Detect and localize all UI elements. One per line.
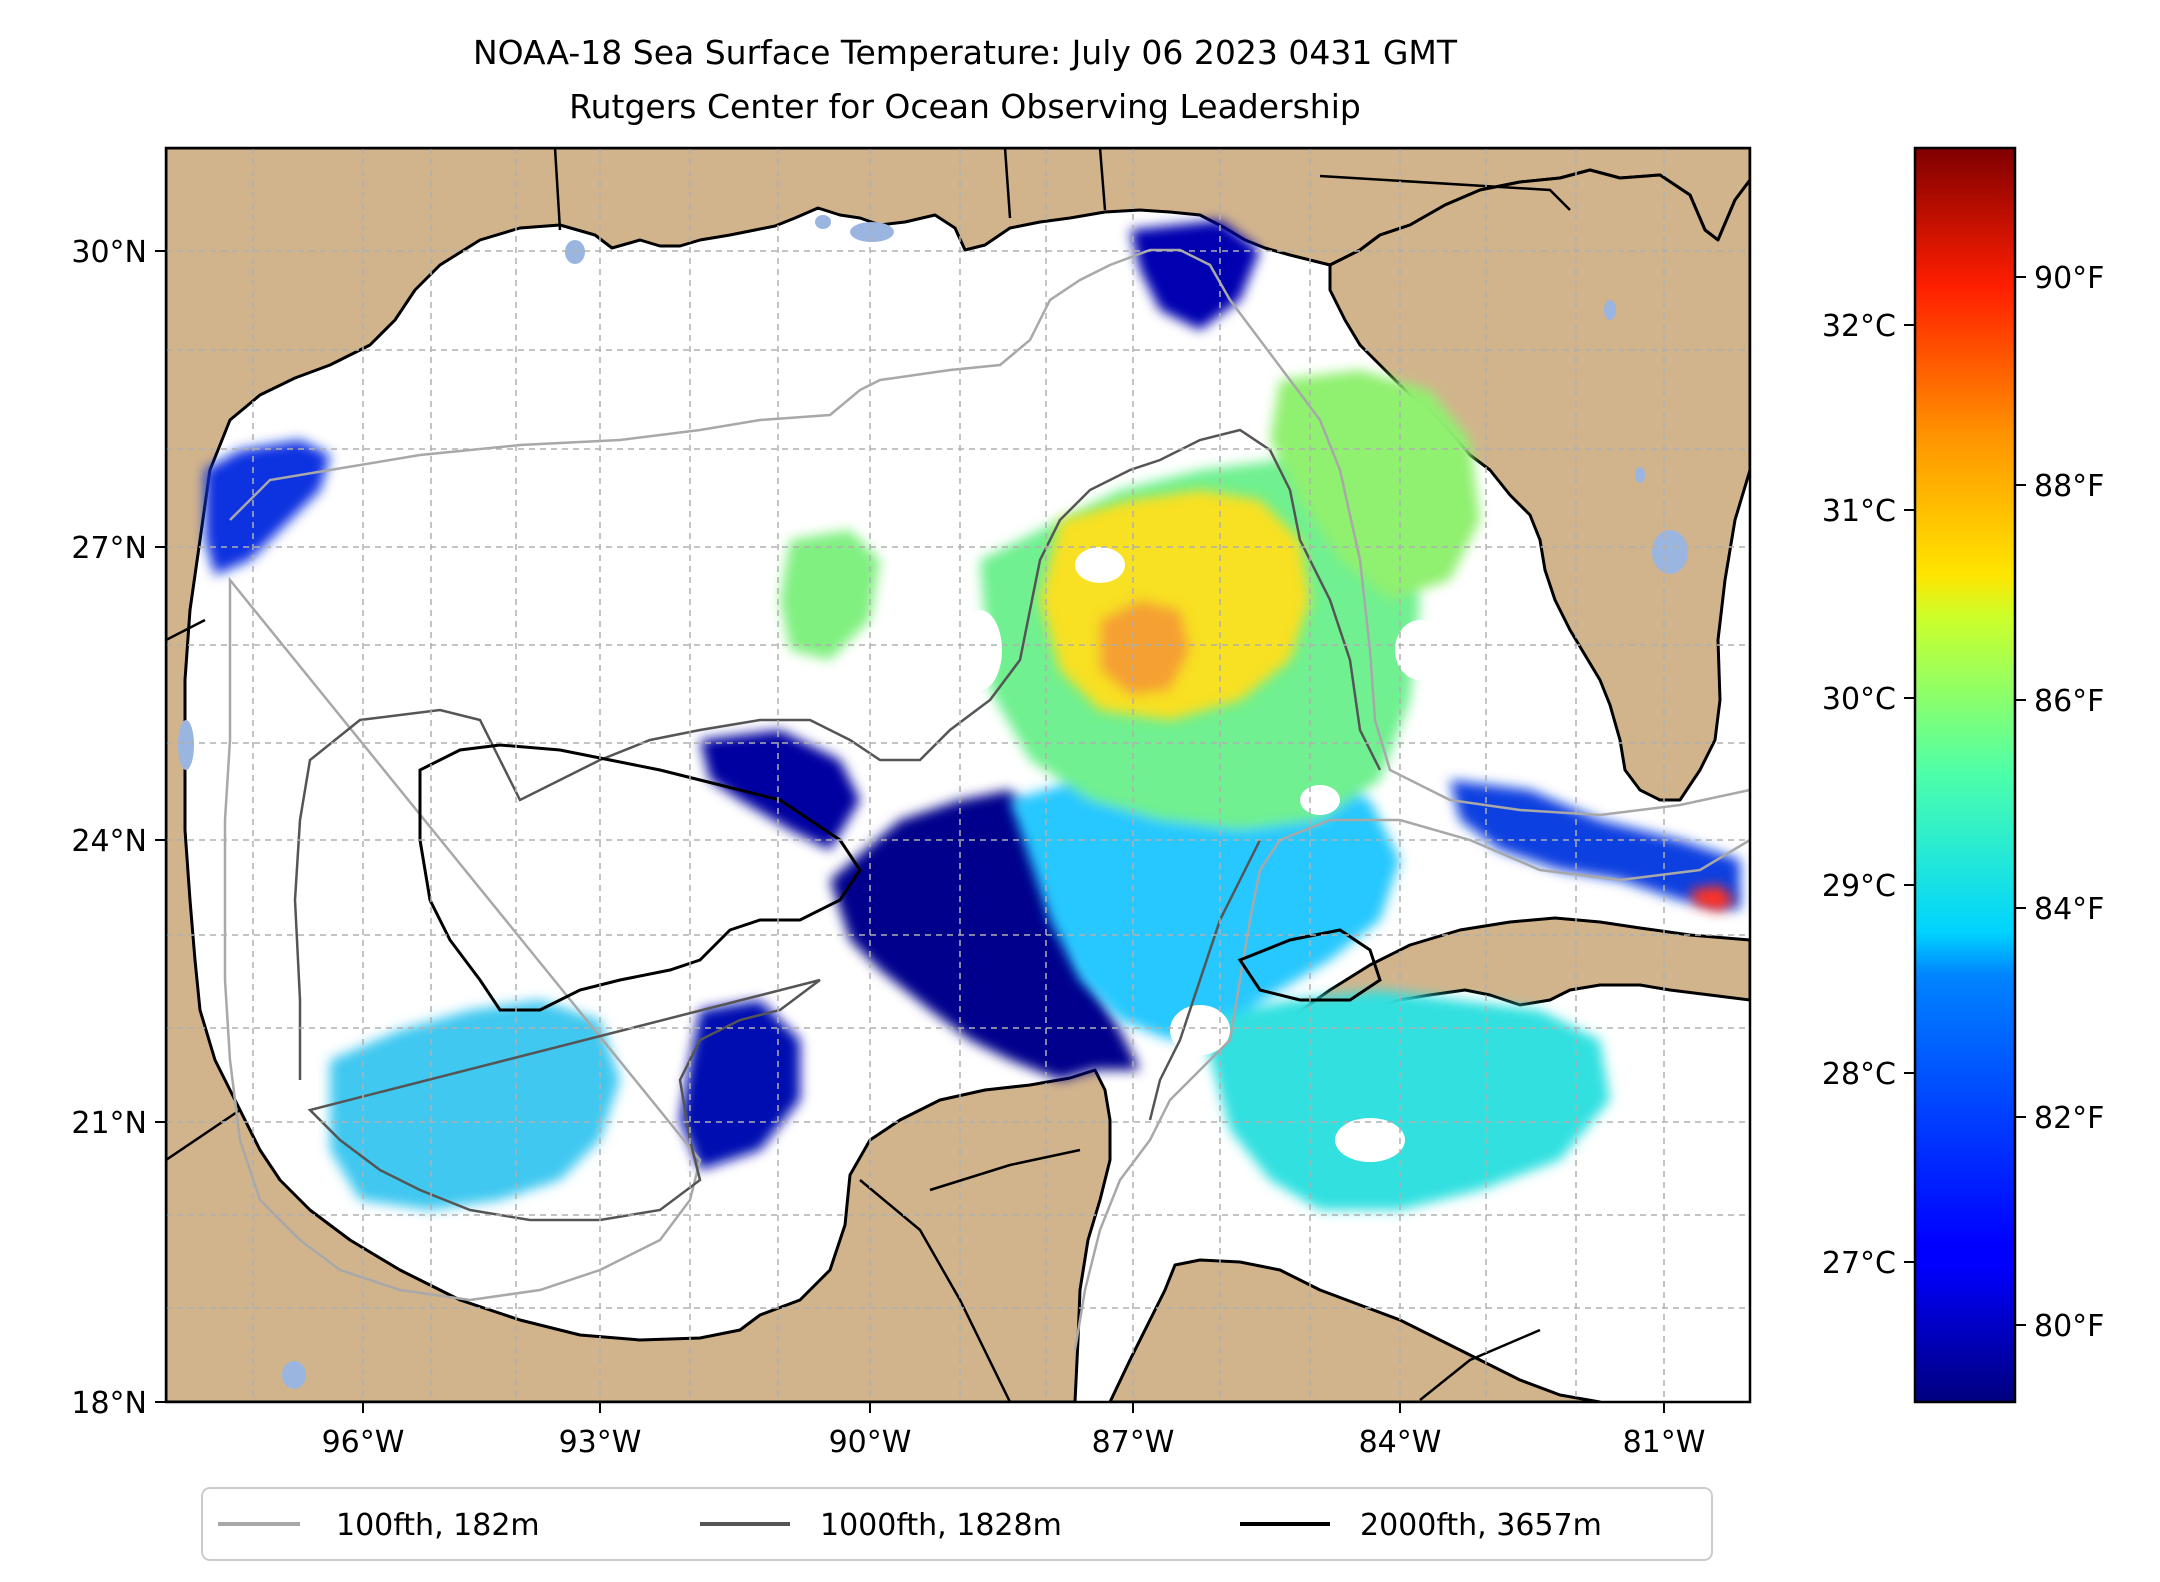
lon-label-90: 90°W — [829, 1425, 912, 1460]
lon-label-84: 84°W — [1359, 1425, 1442, 1460]
label-c-29: 29°C — [1822, 869, 1896, 904]
label-f-90: 90°F — [2034, 261, 2104, 296]
colorbar-celsius-ticks — [1904, 324, 1915, 1263]
sst-patch-hot-spot — [1100, 600, 1190, 695]
colorbar-celsius-labels: 32°C 31°C 30°C 29°C 28°C 27°C — [1822, 309, 1896, 1281]
border-ms-al — [1098, 148, 1107, 211]
lat-label-24: 24°N — [71, 824, 147, 859]
legend-label-1000fth: 1000fth, 1828m — [820, 1508, 1062, 1543]
legend-label-2000fth: 2000fth, 3657m — [1360, 1508, 1602, 1543]
axis-ticks — [155, 250, 1665, 1413]
label-f-86: 86°F — [2034, 684, 2104, 719]
sst-patch-west-green — [780, 530, 880, 660]
border-ca-1 — [1419, 1328, 1541, 1401]
border-yucatan-1 — [859, 1179, 1012, 1402]
lat-label-30: 30°N — [71, 235, 147, 270]
sst-patch-northeast — [1130, 220, 1260, 330]
cloud-gap-3 — [1170, 1005, 1230, 1055]
lake-6 — [282, 1361, 306, 1389]
label-f-82: 82°F — [2034, 1101, 2104, 1136]
sst-data-layer — [205, 220, 1740, 1210]
sst-patch-yucatan-channel — [1200, 990, 1610, 1210]
lake-5 — [178, 720, 194, 770]
label-c-32: 32°C — [1822, 309, 1896, 344]
lon-label-93: 93°W — [559, 1425, 642, 1460]
label-c-30: 30°C — [1822, 682, 1896, 717]
lake-4 — [1635, 467, 1645, 483]
lon-label-81: 81°W — [1623, 1425, 1706, 1460]
sst-patch-west-central — [700, 730, 860, 850]
lat-label-18: 18°N — [71, 1386, 147, 1421]
border-tx-la — [553, 148, 562, 231]
border-yucatan-2 — [929, 1148, 1081, 1192]
colorbar-fahrenheit-ticks — [2015, 276, 2026, 1326]
cloud-gap-5 — [1335, 1118, 1405, 1162]
lat-label-27: 27°N — [71, 531, 147, 566]
border-mx-1 — [166, 618, 206, 642]
label-c-27: 27°C — [1822, 1246, 1896, 1281]
label-c-28: 28°C — [1822, 1057, 1896, 1092]
lat-labels: 30°N 27°N 24°N 21°N 18°N — [71, 235, 147, 1421]
label-f-84: 84°F — [2034, 892, 2104, 927]
lon-label-96: 96°W — [322, 1425, 405, 1460]
border-mx-2 — [166, 1108, 241, 1162]
lake-2 — [815, 215, 831, 229]
label-f-88: 88°F — [2034, 469, 2104, 504]
lon-labels: 96°W 93°W 90°W 87°W 84°W 81°W — [322, 1425, 1706, 1460]
map-panel — [166, 148, 1750, 1402]
sst-patch-south-west — [680, 1000, 800, 1170]
sst-patch-fl-keys — [1450, 780, 1740, 910]
colorbar: 32°C 31°C 30°C 29°C 28°C 27°C 90°F 88°F … — [1822, 146, 2104, 1404]
colorbar-fahrenheit-labels: 90°F 88°F 86°F 84°F 82°F 80°F — [2034, 261, 2104, 1344]
border-fl-ga — [1319, 174, 1571, 211]
title-line-1: NOAA-18 Sea Surface Temperature: July 06… — [473, 33, 1458, 72]
cloud-gap-2 — [1300, 785, 1340, 815]
lakes — [178, 215, 1688, 1389]
cloud-gap-1 — [1075, 547, 1125, 583]
lake-okeechobee — [1652, 530, 1688, 574]
legend-label-100fth: 100fth, 182m — [336, 1508, 540, 1543]
title-line-2: Rutgers Center for Ocean Observing Leade… — [569, 87, 1361, 126]
lon-label-87: 87°W — [1092, 1425, 1175, 1460]
legend: 100fth, 182m 1000fth, 1828m 2000fth, 365… — [201, 1487, 1713, 1561]
sst-patch-bay-of-campeche — [330, 1000, 620, 1210]
sst-patch-texas-coast — [205, 440, 330, 575]
lake-3 — [1604, 300, 1616, 320]
land — [166, 148, 1750, 1402]
colorbar-gradient — [1913, 146, 2017, 1404]
sst-patch-keys-red — [1690, 885, 1735, 912]
cloud-gap-4 — [958, 610, 1002, 690]
cloud-gap-6 — [1395, 620, 1445, 680]
lake-1 — [565, 240, 585, 264]
land-central-america — [1108, 1258, 1602, 1402]
borders — [166, 148, 1571, 1402]
legend-box — [201, 1487, 1713, 1561]
label-c-31: 31°C — [1822, 494, 1896, 529]
lake-pontchartrain — [850, 222, 894, 242]
lat-label-21: 21°N — [71, 1106, 147, 1141]
border-la-ms — [1003, 148, 1012, 219]
map-frame — [164, 146, 1752, 1404]
gridlines — [166, 148, 1750, 1402]
label-f-80: 80°F — [2034, 1309, 2104, 1344]
contour-2000fth — [418, 743, 1382, 1012]
